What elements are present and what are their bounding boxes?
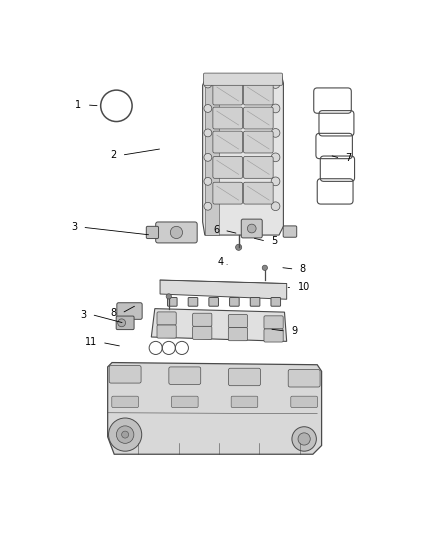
Circle shape [247, 224, 256, 233]
FancyBboxPatch shape [244, 83, 273, 105]
Circle shape [166, 294, 171, 299]
Circle shape [271, 79, 280, 88]
FancyBboxPatch shape [188, 297, 198, 306]
Circle shape [271, 128, 280, 138]
Circle shape [204, 80, 212, 88]
FancyBboxPatch shape [213, 182, 243, 204]
FancyBboxPatch shape [213, 131, 243, 153]
FancyBboxPatch shape [146, 227, 159, 239]
FancyBboxPatch shape [231, 396, 258, 408]
Text: 3: 3 [80, 310, 86, 319]
Circle shape [262, 265, 268, 270]
Text: 10: 10 [297, 282, 310, 293]
Polygon shape [203, 75, 283, 235]
Text: 11: 11 [85, 337, 97, 348]
FancyBboxPatch shape [228, 314, 247, 328]
Polygon shape [205, 81, 219, 235]
Polygon shape [108, 362, 321, 454]
Polygon shape [151, 309, 287, 341]
Circle shape [292, 427, 316, 451]
FancyBboxPatch shape [264, 316, 283, 329]
FancyBboxPatch shape [244, 182, 273, 204]
Text: 2: 2 [110, 150, 117, 160]
FancyBboxPatch shape [288, 369, 320, 387]
FancyBboxPatch shape [213, 83, 243, 105]
FancyBboxPatch shape [167, 297, 177, 306]
Text: 4: 4 [217, 257, 223, 267]
Circle shape [204, 104, 212, 112]
FancyBboxPatch shape [116, 316, 134, 329]
Circle shape [271, 202, 280, 211]
FancyBboxPatch shape [193, 326, 212, 340]
Circle shape [118, 319, 126, 327]
FancyBboxPatch shape [117, 303, 142, 319]
Circle shape [170, 227, 183, 239]
Text: 6: 6 [213, 225, 219, 235]
FancyBboxPatch shape [228, 328, 247, 341]
FancyBboxPatch shape [193, 313, 212, 326]
Text: 8: 8 [300, 264, 306, 274]
FancyBboxPatch shape [244, 157, 273, 179]
FancyBboxPatch shape [213, 157, 243, 179]
FancyBboxPatch shape [213, 107, 243, 129]
FancyBboxPatch shape [264, 329, 283, 342]
Text: 3: 3 [71, 222, 77, 232]
Text: 8: 8 [110, 308, 117, 318]
FancyBboxPatch shape [209, 297, 219, 306]
Text: 5: 5 [272, 236, 278, 246]
Circle shape [204, 129, 212, 137]
FancyBboxPatch shape [157, 325, 176, 338]
FancyBboxPatch shape [283, 226, 297, 237]
Circle shape [117, 426, 134, 443]
FancyBboxPatch shape [291, 396, 318, 408]
FancyBboxPatch shape [244, 131, 273, 153]
Circle shape [271, 153, 280, 161]
FancyBboxPatch shape [155, 222, 197, 243]
FancyBboxPatch shape [169, 367, 201, 384]
Text: 1: 1 [75, 100, 81, 110]
Polygon shape [160, 280, 287, 299]
Text: 9: 9 [291, 326, 297, 336]
Circle shape [204, 177, 212, 185]
FancyBboxPatch shape [244, 107, 273, 129]
FancyBboxPatch shape [250, 297, 260, 306]
Circle shape [271, 104, 280, 113]
FancyBboxPatch shape [172, 396, 198, 408]
FancyBboxPatch shape [204, 73, 283, 85]
FancyBboxPatch shape [230, 297, 239, 306]
Circle shape [109, 418, 142, 451]
Circle shape [122, 431, 129, 438]
Circle shape [298, 433, 310, 445]
FancyBboxPatch shape [157, 312, 176, 325]
Text: 7: 7 [346, 153, 352, 163]
FancyBboxPatch shape [109, 366, 141, 383]
FancyBboxPatch shape [112, 396, 138, 408]
FancyBboxPatch shape [241, 219, 262, 238]
FancyBboxPatch shape [271, 297, 281, 306]
Circle shape [204, 154, 212, 161]
Circle shape [204, 203, 212, 210]
Circle shape [236, 244, 242, 251]
Circle shape [271, 177, 280, 185]
FancyBboxPatch shape [229, 368, 261, 386]
